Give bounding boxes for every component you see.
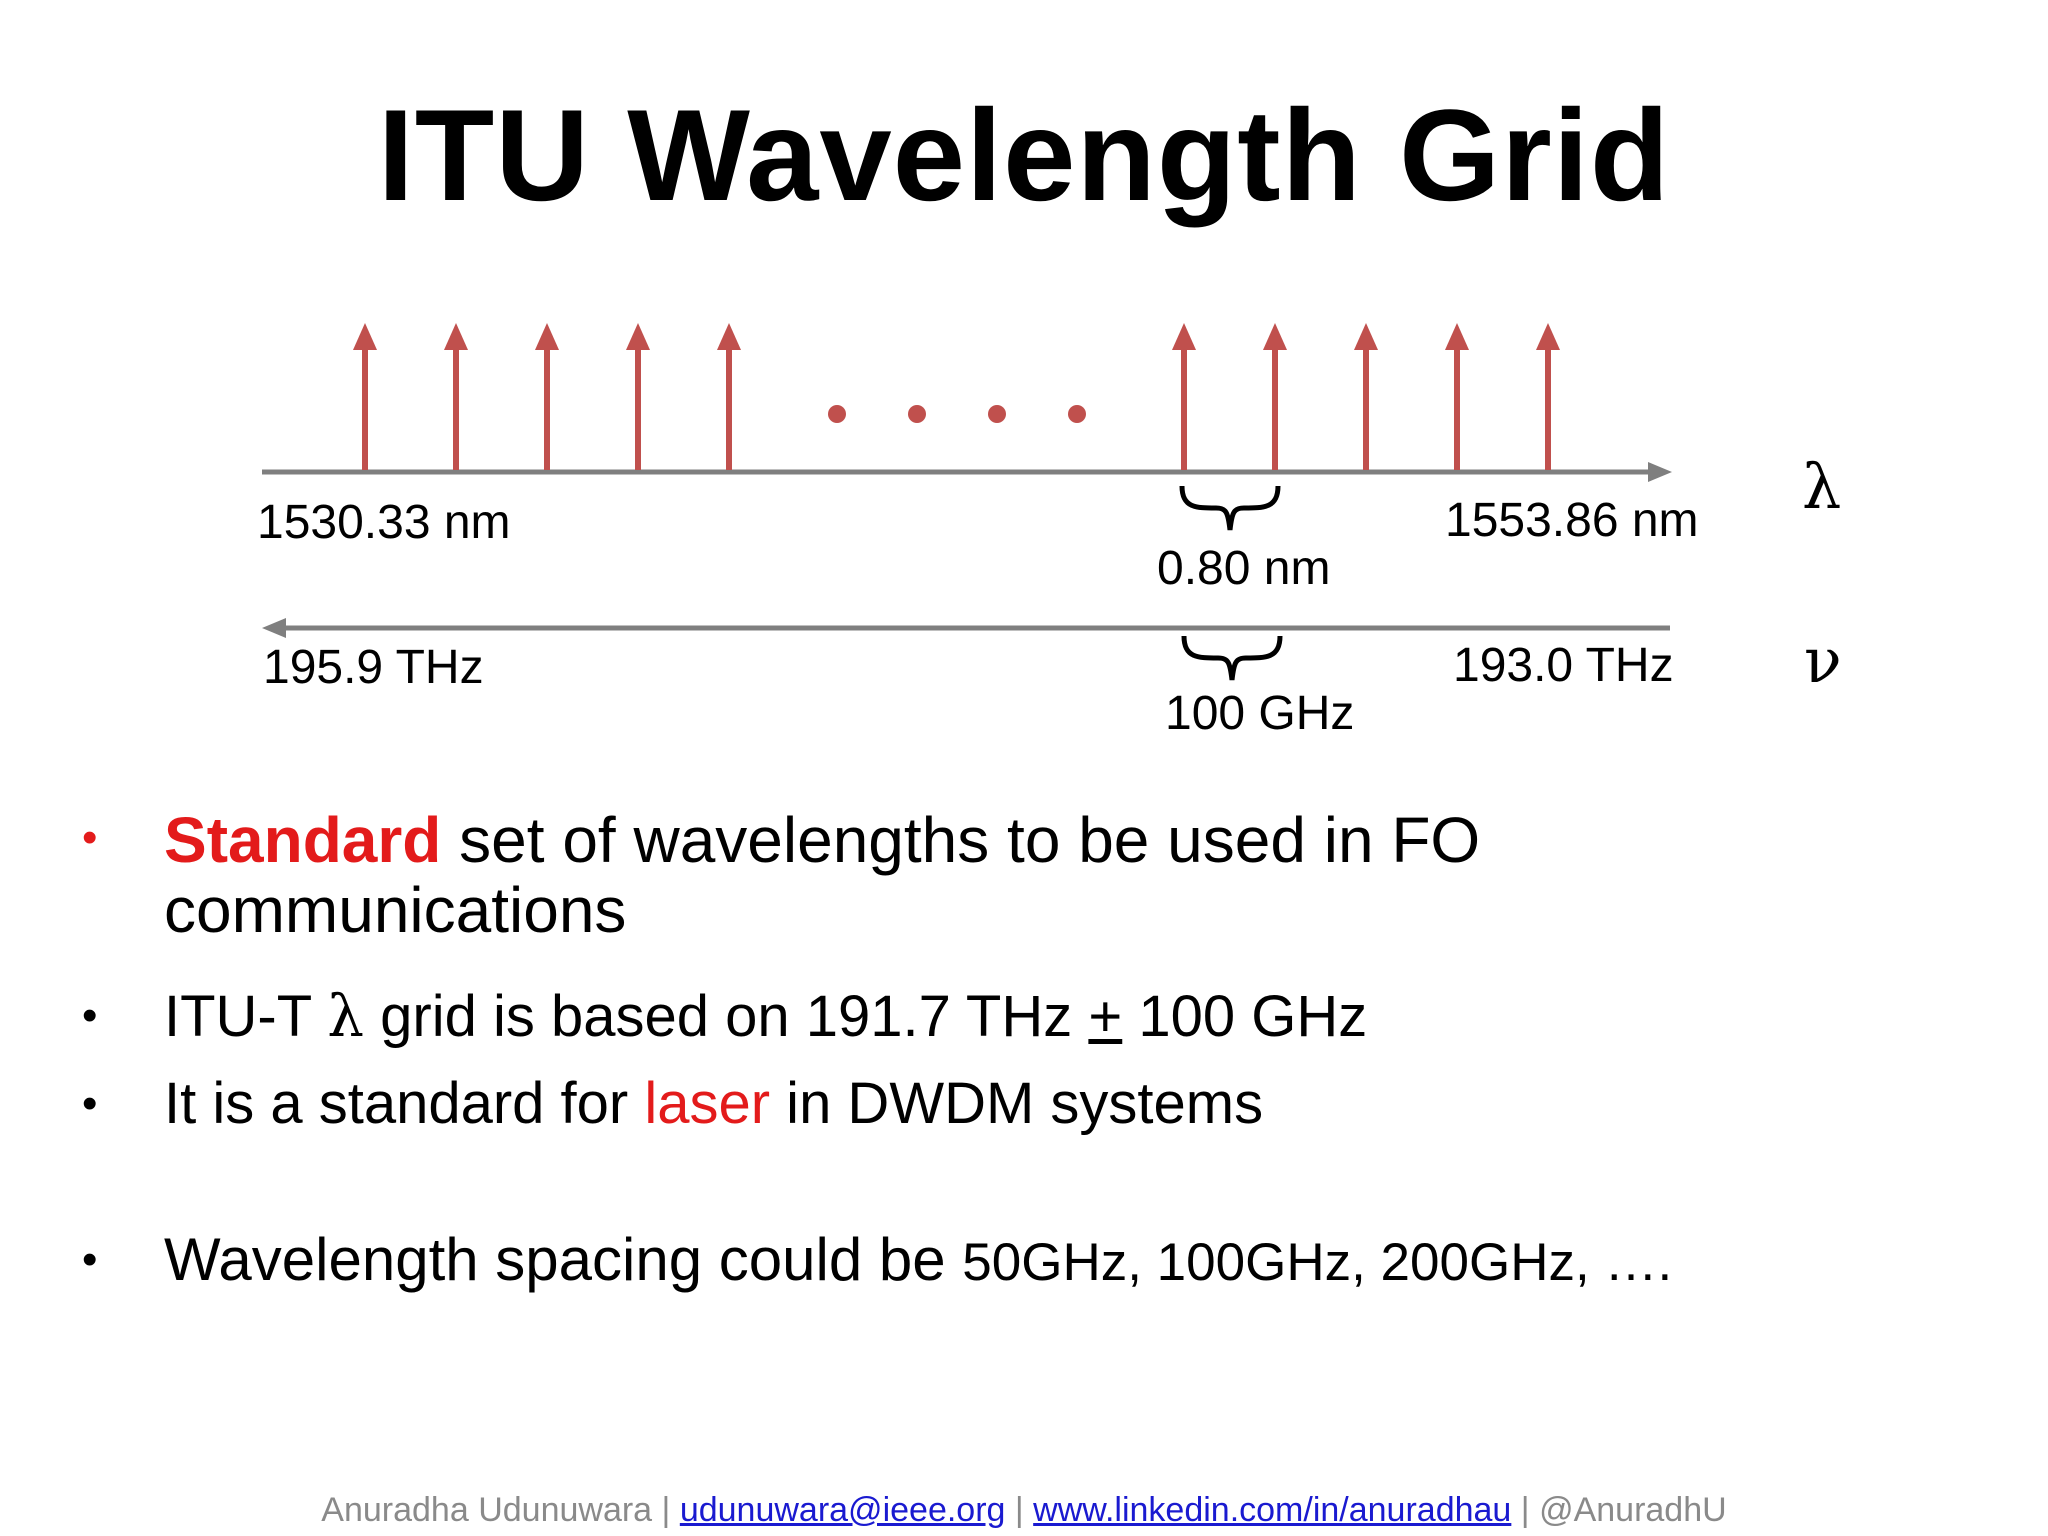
bullet-spacing: • Wavelength spacing could be 50GHz, 100… [82,1227,1982,1297]
bullet-text-rest: set of wavelengths to be used in FO [441,804,1481,876]
wavelength-axis-arrowhead [1648,462,1672,482]
bullet-marker: • [82,1079,98,1128]
text-pre: It is a standard for [164,1071,645,1136]
frequency-start-label: 195.9 THz [263,641,484,694]
channel-arrow-head [1445,323,1469,350]
lambda-symbol: λ [1802,450,1842,523]
channel-arrow-head [535,323,559,350]
wavelength-start-label: 1530.33 nm [257,496,511,549]
bullet-itu-t: • ITU-T λ grid is based on 191.7 THz + 1… [82,983,1982,1053]
text-mid: grid is based on 191.7 THz [364,984,1089,1049]
bullet-standard: • Standard set of wavelengths to be used… [82,805,1982,955]
grid-svg [262,323,1672,681]
bullet-text: Wavelength spacing could be 50GHz, 100GH… [164,1227,1672,1296]
channel-arrow-head [1172,323,1196,350]
footer-linkedin-link[interactable]: www.linkedin.com/in/anuradhau [1033,1491,1512,1529]
bullet-marker: • [82,813,98,862]
wavelength-spacing-label: 0.80 nm [1157,542,1331,595]
bullet-marker: • [82,991,98,1040]
wavelength-end-label: 1553.86 nm [1445,494,1699,547]
frequency-spacing-brace [1181,635,1283,681]
footer-handle: | @AnuradhU [1511,1491,1727,1529]
nu-symbol: ν [1804,624,1842,697]
channel-arrow-head [444,323,468,350]
channel-arrow-head [1354,323,1378,350]
bullet-laser: • It is a standard for laser in DWDM sys… [82,1071,1982,1141]
channel-arrow-head [353,323,377,350]
channel-arrow-head [626,323,650,350]
standard-highlight: Standard [164,804,442,876]
ellipsis-dot [1068,405,1086,423]
laser-highlight: laser [644,1071,771,1136]
bullet-text-line1: Standard set of wavelengths to be used i… [164,805,1480,875]
ellipsis-dot [908,405,926,423]
channel-arrow-head [717,323,741,350]
bullet-text: ITU-T λ grid is based on 191.7 THz + 100… [164,983,1367,1050]
text-post: 100 GHz [1122,984,1368,1049]
plus-minus: + [1088,984,1123,1049]
bullet-marker: • [82,1235,98,1284]
frequency-end-label: 193.0 THz [1453,639,1674,692]
wavelength-spacing-brace [1179,485,1281,531]
footer-email-link[interactable]: udunuwara@ieee.org [679,1491,1006,1529]
channel-arrows [353,323,1560,470]
frequency-axis-arrowhead [262,618,286,638]
slide-title: ITU Wavelength Grid [377,82,1671,228]
ellipsis-dot [828,405,846,423]
text-post: in DWDM systems [770,1071,1264,1136]
footer-separator: | [1005,1491,1034,1529]
wavelength-grid-diagram: 1530.33 nm 1553.86 nm 0.80 nm λ 195.9 TH… [257,323,1842,740]
spacing-values: 50GHz, 100GHz, 200GHz, …. [962,1233,1673,1292]
bullet-text: It is a standard for laser in DWDM syste… [164,1071,1263,1137]
ellipsis-dot [988,405,1006,423]
footer-author: Anuradha Udunuwara | [321,1491,680,1529]
frequency-spacing-label: 100 GHz [1165,687,1355,740]
footer: Anuradha Udunuwara | udunuwara@ieee.org … [0,1490,2048,1530]
channel-arrow-head [1263,323,1287,350]
text-pre: ITU-T [164,984,328,1049]
text-pre: Wavelength spacing could be [164,1226,963,1293]
channel-arrow-head [1536,323,1560,350]
lambda-glyph: λ [327,982,365,1050]
bullet-text-line2: communications [164,874,627,946]
